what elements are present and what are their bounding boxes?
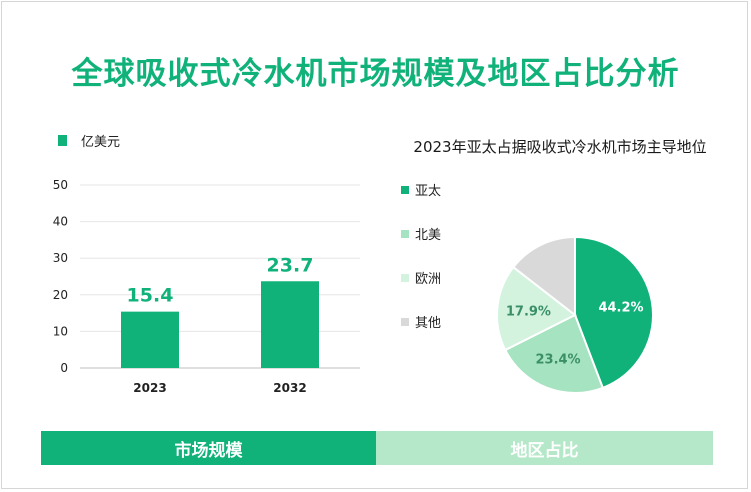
pie-legend-label: 亚太 [415,184,442,199]
band-region-share: 地区占比 [376,431,713,465]
bar-2032 [261,281,319,368]
data-label-2032: 23.7 [267,254,314,276]
pie-legend-item-欧洲: 欧洲 [401,268,441,287]
pie-legend-label: 其他 [415,316,442,331]
pie-title: 2023年亚太占据吸收式冷水机市场主导地位 [413,138,707,156]
pie-label-北美: 23.4% [535,353,580,368]
pie-legend-swatch [401,185,409,194]
pie-legend-item-其他: 其他 [401,312,441,331]
pie-slice-亚太 [574,235,654,390]
pie-legend-label: 欧洲 [415,272,442,287]
pie-label-亚太: 44.2% [598,301,643,316]
y-tick-label: 50 [53,178,68,192]
bar-legend-swatch [58,135,67,146]
bar-legend: 亿美元 [58,131,120,150]
x-tick-label-2023: 2023 [133,381,166,395]
pie-slice-欧洲 [496,265,577,352]
bar-2023 [121,311,179,368]
pie-slice-其他 [511,235,576,318]
pie-legend-item-亚太: 亚太 [401,180,441,199]
data-label-2023: 15.4 [127,285,174,307]
y-tick-label: 0 [60,361,68,375]
pie-legend-swatch [401,229,409,238]
y-tick-label: 40 [53,215,68,229]
y-tick-label: 10 [53,324,68,338]
pie-legend-label: 北美 [415,228,442,243]
y-tick-label: 20 [53,288,68,302]
pie-label-欧洲: 17.9% [506,304,551,319]
pie-slice-北美 [503,313,605,394]
y-tick-label: 30 [53,251,68,265]
x-tick-label-2032: 2032 [273,381,306,395]
bar-legend-label: 亿美元 [81,135,121,150]
pie-legend-swatch [401,317,409,326]
pie-legend-item-北美: 北美 [401,224,441,243]
page-title: 全球吸收式冷水机市场规模及地区占比分析 [71,56,680,92]
band-market-size: 市场规模 [41,431,376,465]
pie-legend-swatch [401,273,409,282]
